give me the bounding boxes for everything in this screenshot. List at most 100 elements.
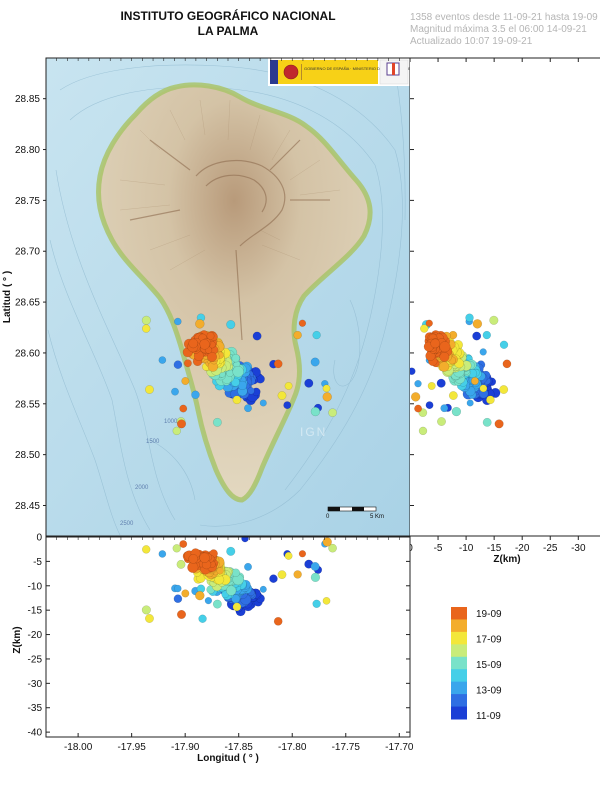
hypocenter-dot — [430, 338, 440, 349]
hypocenter-dot — [226, 546, 236, 556]
epicenter-dot — [231, 377, 240, 387]
hypocenter-dot — [232, 602, 242, 612]
hypocenter-dot — [142, 545, 151, 554]
info-line3: Actualizado 10:07 19-09-21 — [410, 36, 533, 47]
epicenter-dot — [304, 378, 314, 388]
island-la-palma — [96, 82, 373, 503]
hypocenter-dot — [489, 315, 499, 325]
legend-date-label: 11-09 — [476, 711, 501, 722]
hypocenter-dot — [259, 585, 267, 593]
lon-tick-label: -17.95 — [117, 742, 146, 753]
lat-tick-label: 28.45 — [15, 501, 40, 512]
hypocenter-dot — [177, 609, 186, 619]
epicenter-dot — [145, 385, 154, 394]
hypocenter-dot — [284, 551, 293, 560]
legend-labels: 19-09 17-09 15-09 13-09 11-09 — [476, 609, 502, 722]
map-ylabel: Latitud ( ° ) — [2, 271, 13, 323]
lat-tick-label: 28.85 — [15, 94, 40, 105]
epicenters — [141, 313, 337, 436]
hypocenter-dot — [472, 319, 483, 329]
epicenter-dot — [142, 324, 151, 333]
hypocenter-dot — [273, 616, 283, 626]
hypocenter-dot — [502, 359, 512, 369]
right-hypocenters — [410, 313, 512, 436]
info-line1: 1358 eventos desde 11-09-21 hasta 19-09 — [410, 12, 598, 23]
hypocenter-dot — [482, 417, 492, 427]
hypocenter-dot — [414, 380, 422, 388]
epicenter-dot — [277, 391, 287, 400]
hypocenter-dot — [437, 417, 446, 426]
epicenter-dot — [179, 404, 188, 413]
hypocenter-dot — [141, 605, 151, 615]
hypocenter-dot — [479, 348, 487, 356]
legend-date-label: 17-09 — [476, 635, 502, 646]
hypocenter-dot — [410, 392, 421, 402]
legend-swatch — [451, 681, 467, 695]
epicenter-dot — [298, 319, 307, 327]
map-watermark: IGN — [300, 425, 327, 439]
epicenter-dot — [171, 387, 179, 396]
epicenter-dot — [226, 320, 236, 330]
hypocenter-dot — [195, 590, 205, 601]
hypocenter-dot — [312, 599, 321, 608]
hypocenter-dot — [176, 559, 186, 569]
right-xlabel: Z(km) — [493, 554, 520, 565]
legend-swatch — [451, 694, 467, 708]
lon-tick-label: -17.70 — [385, 742, 414, 753]
legend-colorbar — [451, 607, 467, 720]
legend-swatch — [451, 607, 467, 620]
hypocenter-dot — [439, 351, 450, 362]
depth-tick-label: -10 — [28, 581, 43, 592]
bottom-hypocenters — [141, 537, 337, 626]
hypocenter-dot — [328, 543, 337, 553]
hypocenter-dot — [418, 426, 428, 436]
epicenter-dot — [310, 357, 320, 367]
epicenter-dot — [312, 330, 321, 340]
hypocenter-dot — [436, 378, 446, 388]
lon-tick-label: -17.90 — [171, 742, 200, 753]
right-depth-panel: 0-5-10-15-20-25-30 Z(km) — [407, 57, 600, 565]
hypocenter-dot — [494, 419, 504, 429]
hypocenter-dot — [226, 585, 237, 596]
epicenter-dot — [232, 365, 244, 378]
epicenter-dot — [259, 399, 267, 407]
legend-date-label: 15-09 — [476, 660, 502, 671]
header: INSTITUTO GEOGRÁFICO NACIONAL LA PALMA 1… — [120, 8, 598, 47]
title-line2: LA PALMA — [198, 24, 259, 38]
hypocenter-dot — [231, 568, 241, 577]
legend-swatch — [451, 669, 467, 683]
bottom-xlabel: Longitud ( ° ) — [197, 753, 259, 764]
hypocenter-dot — [298, 550, 307, 558]
hypocenter-dot — [466, 399, 474, 407]
hypocenter-dot — [293, 570, 302, 579]
info-line2: Magnitud máxima 3.5 el 06:00 14-09-21 — [410, 24, 587, 35]
hypocenter-dot — [470, 377, 479, 385]
hypocenter-dot — [479, 384, 488, 393]
bottom-depth-panel: -18.00 -17.95 -17.90 -17.85 -17.80 -17.75 -17.… — [12, 533, 414, 765]
hypocenter-dot — [414, 404, 422, 413]
epicenter-dot — [195, 319, 205, 329]
epicenter-dot — [310, 406, 321, 417]
epicenter-dot — [206, 332, 215, 340]
hypocenter-dot — [448, 391, 458, 400]
hypocenter-dot — [199, 552, 210, 563]
relief-ridges — [129, 139, 330, 341]
lat-tick-label: 28.70 — [15, 247, 40, 258]
legend-swatch — [451, 706, 467, 720]
right-depth-tick-label: -20 — [515, 543, 530, 554]
epicenter-dot — [244, 404, 252, 413]
map-panel: 1000 1500 2000 2500 IGN 0 5 Km — [46, 58, 477, 536]
bottom-axis-ticks: -18.00 -17.95 -17.90 -17.85 -17.80 -17.75 -17.… — [28, 533, 414, 754]
epicenter-dot — [283, 401, 292, 410]
map-axis-ticks: 28.85 28.80 28.75 28.70 28.65 28.60 28.55 28.50… — [15, 58, 400, 512]
lat-tick-label: 28.80 — [15, 145, 40, 156]
logo-text: GOBIERNO DE ESPAÑA · MINISTERIO DE TRANS… — [304, 66, 477, 71]
depth-tick-label: -30 — [28, 679, 43, 690]
hypocenter-dot — [499, 340, 509, 349]
depth-tick-label: -25 — [28, 654, 43, 665]
depth-tick-label: -15 — [28, 606, 43, 617]
hypocenter-dot — [188, 554, 199, 564]
bottom-ylabel: Z(km) — [12, 626, 23, 653]
contour-labels: 1000 1500 2000 2500 — [120, 419, 178, 527]
epicenter-dot — [181, 377, 190, 385]
